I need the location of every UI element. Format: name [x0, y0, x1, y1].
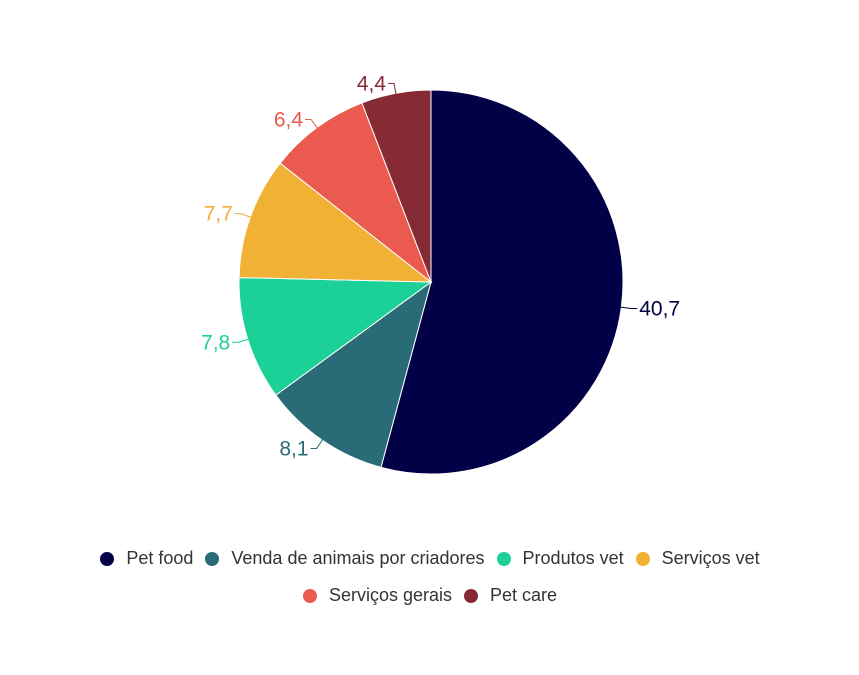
legend: Pet food Venda de animais por criadores Pr…	[60, 548, 800, 606]
legend-item-5: Pet care	[464, 585, 557, 606]
leader-line-0	[619, 306, 638, 310]
legend-item-3: Serviços vet	[635, 548, 760, 569]
legend-item-4: Serviços gerais	[302, 585, 452, 606]
legend-marker-icon	[100, 551, 115, 566]
legend-marker-icon	[464, 588, 478, 603]
legend-item-2: Produtos vet	[496, 548, 624, 569]
legend-marker-icon	[496, 551, 511, 566]
legend-item-0: Pet food	[100, 548, 193, 569]
leader-line-3	[234, 213, 253, 219]
legend-marker-icon	[302, 588, 317, 603]
legend-marker-icon	[635, 551, 650, 566]
data-label-3: 7,7	[204, 203, 233, 226]
legend-label: Pet care	[490, 585, 558, 605]
leader-line-5	[388, 82, 397, 96]
legend-label: Produtos vet	[522, 548, 624, 568]
legend-label: Serviços gerais	[328, 585, 452, 605]
leader-line-2	[232, 338, 250, 343]
data-label-2: 7,8	[201, 331, 230, 354]
legend-marker-icon	[205, 551, 220, 566]
data-label-5: 4,4	[357, 72, 387, 95]
legend-label: Venda de animais por criadores	[231, 548, 485, 568]
pie-chart: 40,7 8,1 7,8 7,7 6,4 4,4	[201, 72, 680, 475]
legend-label: Pet food	[126, 548, 194, 568]
data-label-4: 6,4	[274, 108, 304, 131]
leader-line-1	[310, 438, 324, 449]
data-label-1: 8,1	[279, 437, 308, 460]
data-label-0: 40,7	[639, 298, 680, 321]
legend-item-1: Venda de animais por criadores	[205, 548, 485, 569]
legend-label: Serviços vet	[661, 548, 760, 568]
leader-line-4	[305, 118, 319, 130]
